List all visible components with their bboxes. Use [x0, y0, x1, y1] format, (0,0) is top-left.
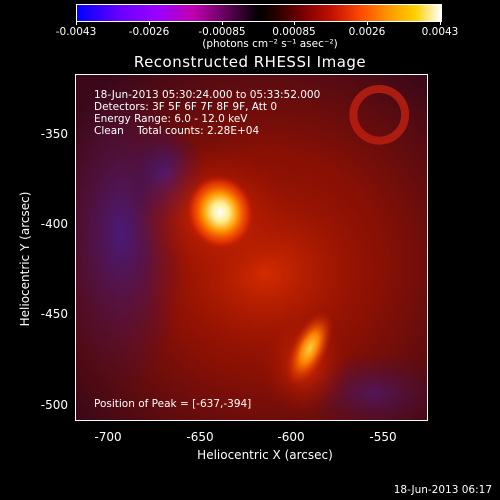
colorbar-label: 0.0043 [421, 26, 459, 38]
image-plot: 18-Jun-2013 05:30:24.000 to 05:33:52.000… [75, 74, 428, 421]
colorbar-tick [149, 21, 150, 25]
colorbar-units: (photons cm⁻² s⁻¹ asec⁻²) [202, 38, 338, 50]
timestamp: 18-Jun-2013 06:17 [393, 484, 492, 496]
x-tick-label: -600 [277, 430, 305, 444]
colorbar-tick [222, 21, 223, 25]
x-axis-label: Heliocentric X (arcsec) [197, 448, 333, 462]
time-range-text: 18-Jun-2013 05:30:24.000 to 05:33:52.000 [94, 89, 321, 101]
colorbar-tick [294, 21, 295, 25]
y-tick-label: -400 [40, 217, 68, 231]
detectors-text: Detectors: 3F 5F 6F 7F 8F 9F, Att 0 [94, 101, 278, 113]
colorbar-label: -0.0043 [55, 26, 97, 38]
rhessi-image [76, 75, 427, 420]
ring-artifact [349, 84, 410, 145]
secondary-source [286, 311, 334, 386]
y-tick-label: -500 [40, 398, 68, 412]
colorbar [76, 4, 442, 22]
y-axis-label: Heliocentric Y (arcsec) [18, 191, 32, 327]
colorbar-label: 0.0026 [348, 26, 386, 38]
peak-position-text: Position of Peak = [-637,-394] [94, 398, 252, 410]
x-tick-label: -700 [94, 430, 122, 444]
colorbar-label: -0.0026 [128, 26, 170, 38]
colorbar-label: -0.00085 [198, 26, 246, 38]
colorbar-tick [440, 21, 441, 25]
peak-source [186, 174, 255, 250]
colorbar-label: 0.00085 [272, 26, 316, 38]
y-tick-label: -450 [40, 307, 68, 321]
y-tick-label: -350 [40, 127, 68, 141]
colorbar-tick [76, 21, 77, 25]
x-tick-label: -550 [369, 430, 397, 444]
colorbar-tick [367, 21, 368, 25]
x-tick-label: -650 [186, 430, 214, 444]
clean-counts-text: Clean Total counts: 2.28E+04 [94, 125, 260, 137]
plot-title: Reconstructed RHESSI Image [133, 53, 367, 71]
energy-range-text: Energy Range: 6.0 - 12.0 keV [94, 113, 248, 125]
